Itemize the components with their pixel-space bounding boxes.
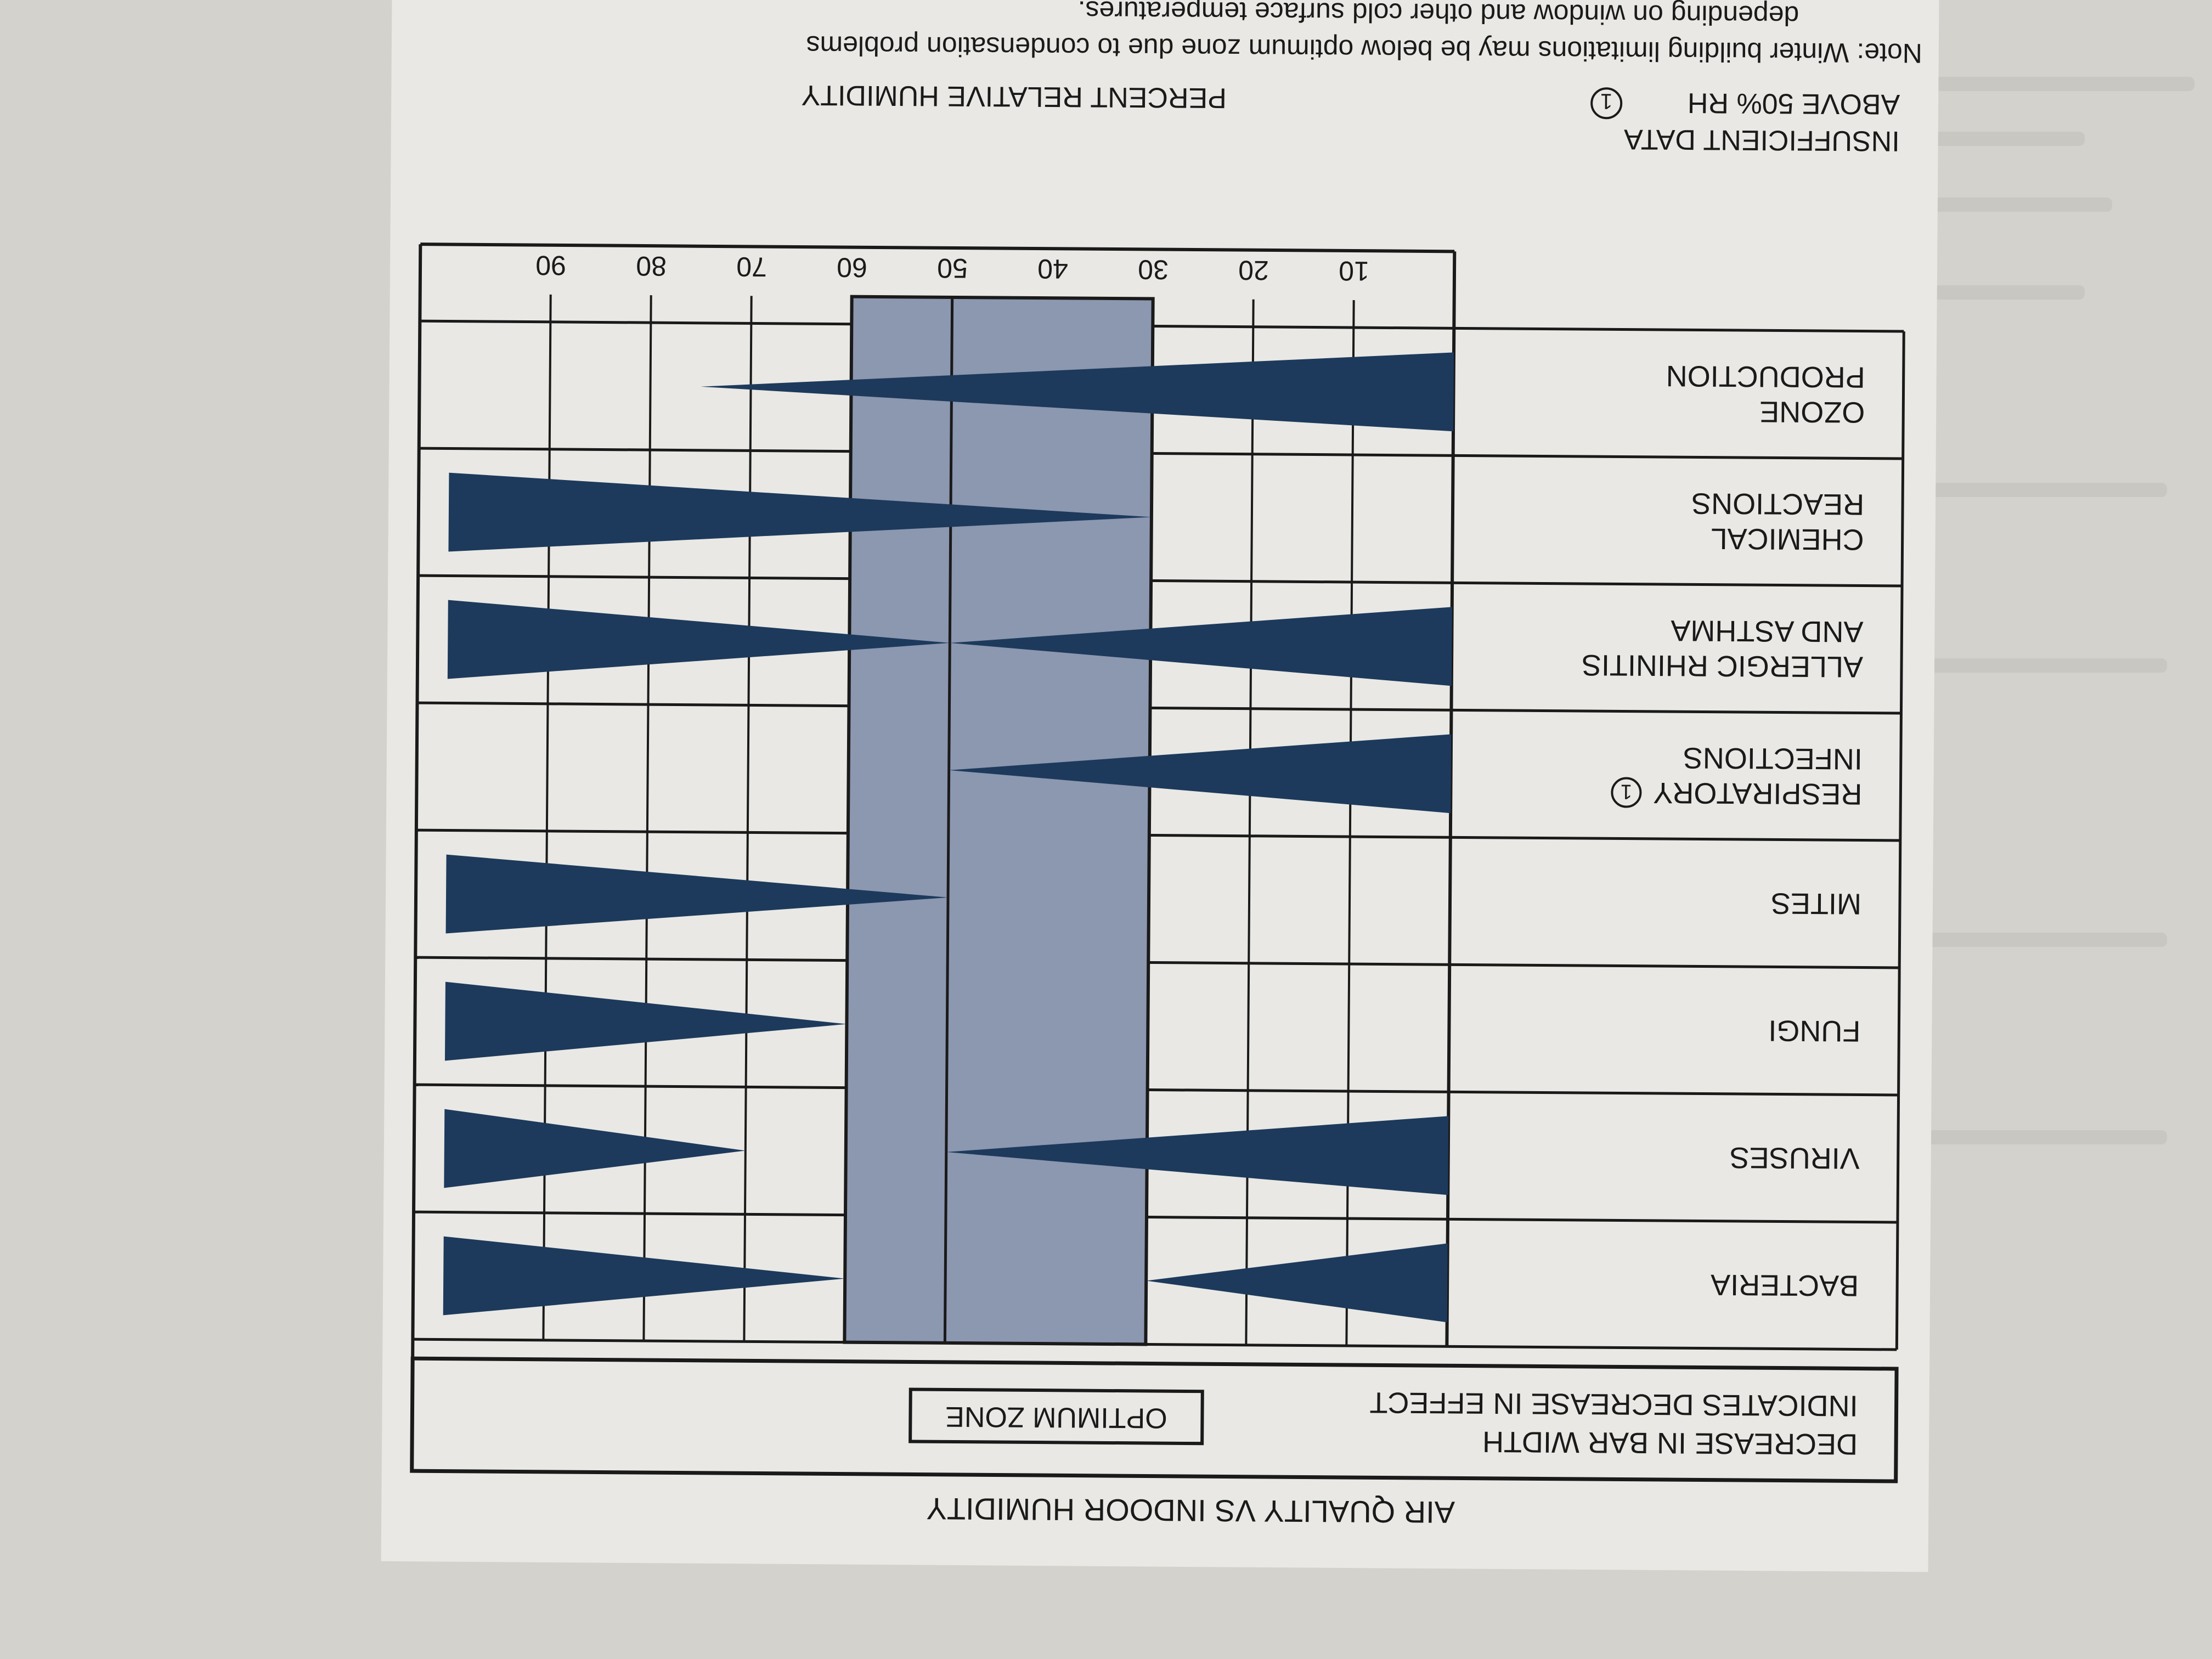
row-label: FUNGI xyxy=(1768,1014,1860,1047)
row-divider xyxy=(413,1338,1897,1351)
row-footnote-marker xyxy=(1611,777,1642,808)
x-tick-label: 60 xyxy=(837,252,867,283)
x-tick-label: 70 xyxy=(736,251,767,282)
row-label: REACTIONS xyxy=(1691,487,1864,521)
footnote-row: INSUFFICIENT DATA ABOVE 50% RH 1 xyxy=(1590,87,1900,157)
optimum-legend-swatch xyxy=(909,1387,1204,1446)
row-label: ALLERGIC RHINITIS xyxy=(1582,648,1864,684)
row-label: RESPIRATORY xyxy=(1653,776,1863,811)
bar-bacteria xyxy=(443,1236,845,1316)
footnote-marker xyxy=(1590,87,1623,120)
row-divider xyxy=(417,701,1901,715)
legend-decrease-line1: DECREASE IN BAR WIDTH xyxy=(1482,1425,1858,1461)
chart-title: AIR QUALITY VS INDOOR HUMIDITY xyxy=(926,1492,1455,1530)
bar-respiratory-infections xyxy=(949,734,1452,814)
x-tick-label: 20 xyxy=(1238,255,1269,286)
gridline-70 xyxy=(743,296,753,1342)
plot-bottom-border xyxy=(420,242,1455,253)
bar-ozone-production xyxy=(701,352,1454,432)
x-tick-label: 50 xyxy=(937,253,968,284)
legend-decrease-line2: INDICATES DECREASE IN EFFECT xyxy=(1369,1386,1858,1422)
bar-fungi xyxy=(444,981,847,1061)
chart-figure: AIR QUALITY VS INDOOR HUMIDITY DECREASE … xyxy=(381,0,1939,1572)
x-axis: 10 20 30 40 50 60 70 80 90 PERCENT RELATIVE HUMI… xyxy=(535,79,1369,287)
footnote-row-line1: INSUFFICIENT DATA xyxy=(1624,123,1900,157)
row-label: INFECTIONS xyxy=(1683,741,1863,775)
plot-right-border xyxy=(410,244,422,1471)
row-labels: BACTERIA VIRUSES FUNGI MITES RESPIRATORYINFE… xyxy=(1582,359,1865,1302)
optimum-zone-band xyxy=(843,295,1155,1346)
x-axis-ticks: 10 20 30 40 50 60 70 80 90 xyxy=(535,250,1369,287)
row-divider xyxy=(414,1083,1899,1097)
bar-bacteria xyxy=(1146,1243,1448,1323)
optimum-legend-label: OPTIMUM ZONE xyxy=(945,1401,1167,1434)
row-divider xyxy=(416,828,1900,842)
x-tick-label: 10 xyxy=(1339,256,1369,286)
row-divider xyxy=(418,574,1903,588)
optimum-zone-divider xyxy=(943,297,954,1343)
x-tick-label: 90 xyxy=(535,250,566,281)
row-label: VIRUSES xyxy=(1729,1141,1859,1175)
bar-allergic-rhinitis-and-asthma xyxy=(950,607,1452,686)
row-divider xyxy=(414,1210,1898,1224)
x-tick-label: 30 xyxy=(1138,254,1169,285)
row-divider xyxy=(415,956,1900,969)
row-footnote-marker-text: 1 xyxy=(1621,780,1632,803)
bar-viruses xyxy=(946,1116,1449,1195)
optimum-zone xyxy=(843,295,1155,1346)
row-divider xyxy=(420,319,1904,333)
chart-title-text: AIR QUALITY VS INDOOR HUMIDITY xyxy=(926,1492,1455,1530)
row-divider xyxy=(419,447,1903,460)
row-label: PRODUCTION xyxy=(1666,359,1865,394)
plot-left-border xyxy=(1895,331,1905,1350)
plot-zero-line xyxy=(1445,251,1457,1347)
row-label: AND ASTHMA xyxy=(1671,614,1863,648)
bar-chemical-reactions xyxy=(448,472,1152,552)
row-label: MITES xyxy=(1771,887,1861,920)
chart-note: Note: Winter building limitations may be… xyxy=(806,0,1922,69)
gridline-80 xyxy=(642,295,652,1341)
footnote-row-line2: ABOVE 50% RH xyxy=(1688,87,1900,120)
footnote-marker-text: 1 xyxy=(1600,89,1613,113)
x-tick-label: 40 xyxy=(1037,253,1068,284)
chart-bars xyxy=(443,352,1454,1323)
note-line2: depending on window and other cold surfa… xyxy=(1077,0,1799,31)
row-label: BACTERIA xyxy=(1711,1268,1859,1302)
x-tick-label: 80 xyxy=(636,251,667,281)
x-axis-label: PERCENT RELATIVE HUMIDITY xyxy=(801,79,1227,114)
row-label: CHEMICAL xyxy=(1711,522,1864,556)
bar-mites xyxy=(445,854,949,934)
bar-allergic-rhinitis-and-asthma xyxy=(447,600,950,679)
legend-box: DECREASE IN BAR WIDTH INDICATES DECREASE… xyxy=(410,1356,1899,1483)
bar-viruses xyxy=(444,1109,746,1188)
row-label: OZONE xyxy=(1759,395,1865,428)
